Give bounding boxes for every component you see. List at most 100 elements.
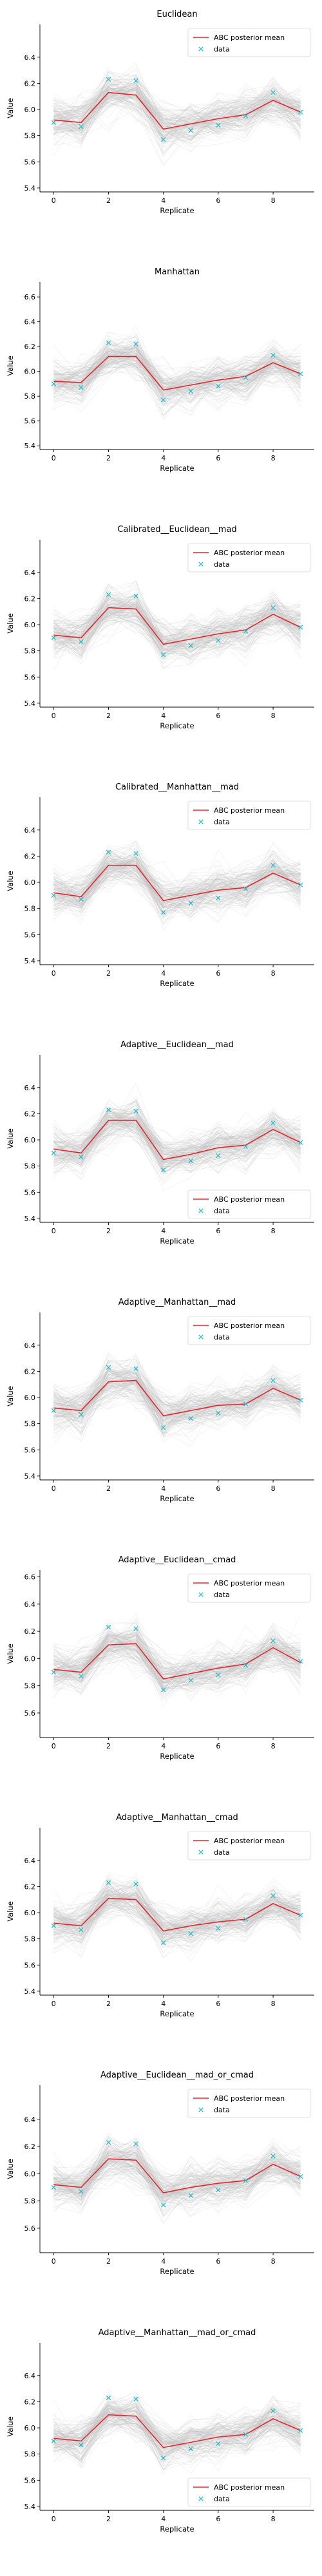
posterior-sample-line bbox=[53, 600, 301, 652]
x-tick-label: 4 bbox=[161, 1484, 166, 1493]
posterior-sample-line bbox=[53, 1632, 301, 1687]
posterior-sample-line bbox=[53, 858, 301, 902]
posterior-sample-line bbox=[53, 1899, 301, 1936]
posterior-sample-line bbox=[53, 94, 301, 128]
posterior-sample-line bbox=[53, 341, 301, 394]
posterior-sample-line bbox=[53, 88, 301, 128]
posterior-sample-line bbox=[53, 859, 301, 913]
chart-panel: Calibrated__Manhattan__mad5.45.65.86.06.… bbox=[6, 782, 314, 988]
data-point bbox=[106, 849, 111, 855]
posterior-sample-line bbox=[53, 1370, 301, 1417]
posterior-sample-line bbox=[53, 360, 301, 401]
posterior-sample-line bbox=[53, 2415, 301, 2445]
posterior-sample-line bbox=[53, 90, 301, 129]
x-tick-label: 8 bbox=[271, 2000, 276, 2008]
posterior-sample-line bbox=[53, 2416, 301, 2450]
posterior-sample-line bbox=[53, 1634, 301, 1678]
posterior-sample-line bbox=[53, 597, 301, 654]
posterior-sample-line bbox=[53, 87, 301, 139]
data-point bbox=[243, 1144, 249, 1149]
posterior-sample-line bbox=[53, 1624, 301, 1687]
chart-title: Adaptive__Manhattan__mad bbox=[118, 1298, 236, 1307]
posterior-sample-line bbox=[53, 345, 301, 402]
posterior-sample-line bbox=[53, 1380, 301, 1433]
posterior-sample-line bbox=[53, 1886, 301, 1938]
legend-box bbox=[187, 800, 311, 830]
posterior-sample-line bbox=[53, 1629, 301, 1679]
posterior-sample-line bbox=[53, 1372, 301, 1431]
posterior-sample-line bbox=[53, 1624, 301, 1681]
data-point bbox=[106, 592, 111, 597]
posterior-sample-line bbox=[53, 1623, 301, 1688]
posterior-sample-line bbox=[53, 1628, 301, 1686]
posterior-sample-line bbox=[53, 1649, 301, 1700]
posterior-sample-line bbox=[53, 1383, 301, 1425]
posterior-sample-line bbox=[53, 347, 301, 412]
legend-data-label: data bbox=[214, 1333, 230, 1341]
posterior-sample-line bbox=[53, 1119, 301, 1161]
posterior-sample-line bbox=[53, 1644, 301, 1685]
posterior-sample-line bbox=[53, 2145, 301, 2203]
posterior-sample-line bbox=[53, 1899, 301, 1943]
posterior-sample-line bbox=[53, 2155, 301, 2197]
posterior-sample-line bbox=[53, 1378, 301, 1438]
posterior-sample-line bbox=[53, 858, 301, 916]
y-tick-label: 6.4 bbox=[24, 826, 36, 835]
posterior-sample-line bbox=[53, 1107, 301, 1168]
posterior-sample-line bbox=[53, 2132, 301, 2211]
data-point bbox=[216, 2188, 221, 2193]
posterior-samples bbox=[53, 62, 301, 166]
posterior-sample-line bbox=[53, 357, 301, 408]
posterior-sample-line bbox=[53, 1891, 301, 1943]
posterior-sample-line bbox=[53, 1372, 301, 1426]
posterior-sample-line bbox=[53, 854, 301, 913]
posterior-sample-line bbox=[53, 601, 301, 658]
posterior-sample-line bbox=[53, 2403, 301, 2448]
posterior-sample-line bbox=[53, 81, 301, 129]
posterior-sample-line bbox=[53, 583, 301, 660]
posterior-sample-line bbox=[53, 1119, 301, 1158]
y-tick-label: 5.6 bbox=[24, 1961, 36, 1969]
posterior-sample-line bbox=[53, 1379, 301, 1421]
data-point bbox=[216, 1672, 221, 1678]
posterior-sample-line bbox=[53, 77, 301, 135]
posterior-sample-line bbox=[53, 2152, 301, 2217]
posterior-sample-line bbox=[53, 594, 301, 668]
posterior-sample-line bbox=[53, 1352, 301, 1430]
posterior-sample-line bbox=[53, 1626, 301, 1685]
posterior-sample-line bbox=[53, 2144, 301, 2205]
posterior-sample-line bbox=[53, 1872, 301, 1939]
posterior-sample-line bbox=[53, 90, 301, 133]
posterior-sample-line bbox=[53, 348, 301, 415]
data-markers bbox=[51, 1625, 303, 1692]
data-point bbox=[188, 388, 193, 394]
posterior-sample-line bbox=[53, 598, 301, 652]
posterior-sample-line bbox=[53, 363, 301, 388]
posterior-sample-line bbox=[53, 82, 301, 134]
posterior-sample-line bbox=[53, 608, 301, 653]
posterior-sample-line bbox=[53, 341, 301, 394]
posterior-sample-line bbox=[53, 1904, 301, 1962]
posterior-sample-line bbox=[53, 612, 301, 650]
posterior-sample-line bbox=[53, 1904, 301, 1956]
y-tick-label: 6.0 bbox=[24, 2424, 36, 2432]
posterior-sample-line bbox=[53, 2154, 301, 2197]
posterior-sample-line bbox=[53, 2152, 301, 2199]
posterior-sample-line bbox=[53, 1889, 301, 1934]
posterior-sample-line bbox=[53, 1896, 301, 1937]
posterior-sample-line bbox=[53, 603, 301, 651]
posterior-sample-line bbox=[53, 1381, 301, 1414]
posterior-sample-line bbox=[53, 599, 301, 654]
posterior-sample-line bbox=[53, 867, 301, 907]
posterior-sample-line bbox=[53, 2398, 301, 2456]
posterior-sample-line bbox=[53, 1113, 301, 1173]
posterior-sample-line bbox=[53, 614, 301, 650]
posterior-sample-line bbox=[53, 1635, 301, 1683]
posterior-sample-line bbox=[53, 1378, 301, 1435]
posterior-sample-line bbox=[53, 1630, 301, 1683]
x-tick-label: 2 bbox=[106, 2000, 111, 2008]
data-point bbox=[298, 1140, 303, 1145]
posterior-sample-line bbox=[53, 84, 301, 140]
